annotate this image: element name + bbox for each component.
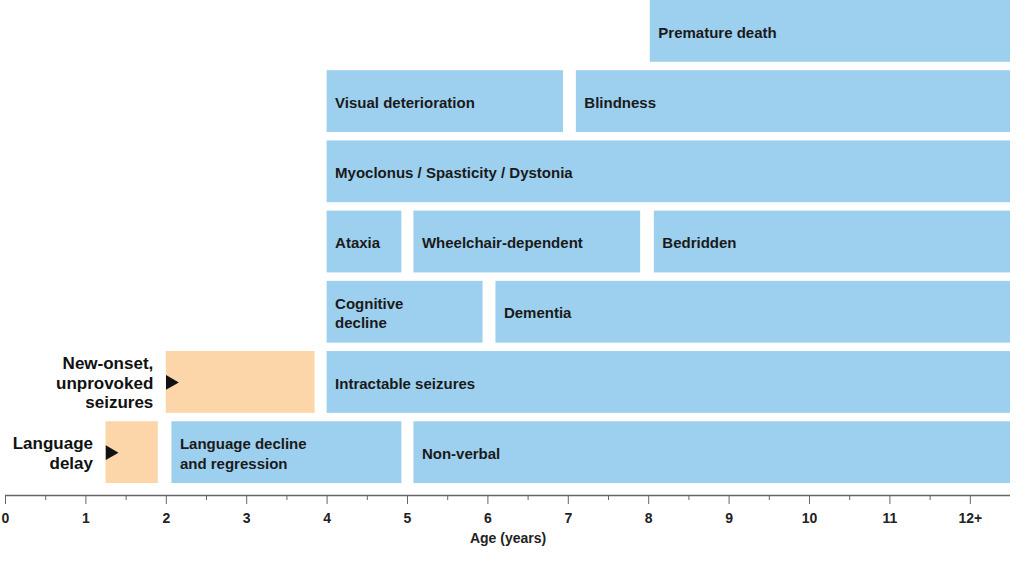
svg-text:7: 7: [564, 510, 572, 526]
svg-text:Visual deterioration: Visual deterioration: [335, 94, 475, 111]
svg-text:1: 1: [82, 510, 90, 526]
svg-text:5: 5: [404, 510, 412, 526]
svg-text:Non-verbal: Non-verbal: [422, 445, 500, 462]
svg-text:Wheelchair-dependent: Wheelchair-dependent: [422, 234, 583, 251]
svg-text:Languagedelay: Languagedelay: [13, 434, 94, 473]
svg-text:12+: 12+: [958, 510, 982, 526]
svg-text:6: 6: [484, 510, 492, 526]
svg-text:8: 8: [645, 510, 653, 526]
svg-text:Blindness: Blindness: [584, 94, 656, 111]
svg-text:Cognitivedecline: Cognitivedecline: [335, 295, 403, 332]
svg-text:9: 9: [725, 510, 733, 526]
svg-text:4: 4: [323, 510, 331, 526]
svg-text:3: 3: [243, 510, 251, 526]
svg-text:2: 2: [162, 510, 170, 526]
svg-text:11: 11: [882, 510, 897, 526]
svg-text:Myoclonus / Spasticity / Dysto: Myoclonus / Spasticity / Dystonia: [335, 164, 573, 181]
svg-text:10: 10: [802, 510, 818, 526]
svg-text:Ataxia: Ataxia: [335, 234, 381, 251]
svg-text:Premature death: Premature death: [658, 24, 776, 41]
svg-text:Dementia: Dementia: [504, 304, 572, 321]
svg-text:Intractable seizures: Intractable seizures: [335, 375, 475, 392]
svg-text:Language declineand regression: Language declineand regression: [180, 435, 307, 472]
svg-text:New-onset,unprovokedseizures: New-onset,unprovokedseizures: [56, 354, 153, 412]
svg-text:Age (years): Age (years): [470, 530, 546, 546]
svg-text:0: 0: [2, 510, 10, 526]
svg-text:Bedridden: Bedridden: [662, 234, 736, 251]
